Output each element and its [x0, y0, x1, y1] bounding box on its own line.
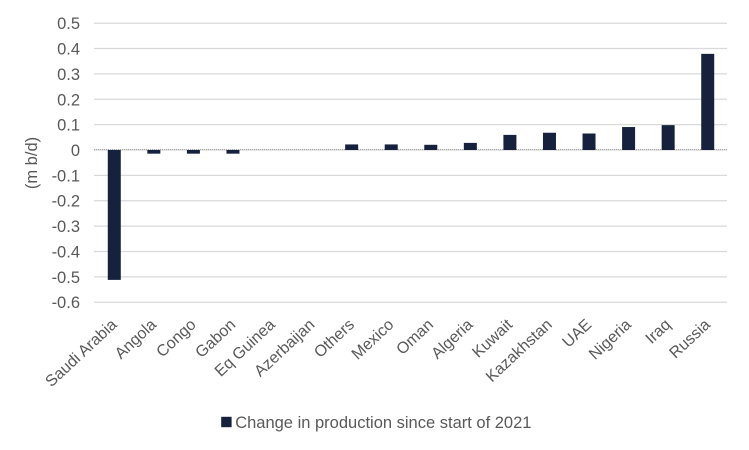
svg-text:Change in production since sta: Change in production since start of 2021: [235, 414, 531, 432]
svg-text:0: 0: [71, 142, 80, 160]
svg-text:-0.3: -0.3: [52, 218, 80, 236]
svg-text:0.3: 0.3: [57, 66, 80, 84]
svg-text:-0.4: -0.4: [52, 244, 80, 262]
svg-text:(m b/d): (m b/d): [23, 137, 41, 189]
svg-text:0.1: 0.1: [57, 117, 80, 135]
svg-text:-0.1: -0.1: [52, 167, 80, 185]
svg-text:-0.2: -0.2: [52, 193, 80, 211]
svg-text:-0.6: -0.6: [52, 294, 80, 312]
svg-text:0.2: 0.2: [57, 91, 80, 109]
svg-text:0.5: 0.5: [57, 15, 80, 33]
svg-text:0.4: 0.4: [57, 41, 80, 59]
svg-text:-0.5: -0.5: [52, 269, 80, 287]
